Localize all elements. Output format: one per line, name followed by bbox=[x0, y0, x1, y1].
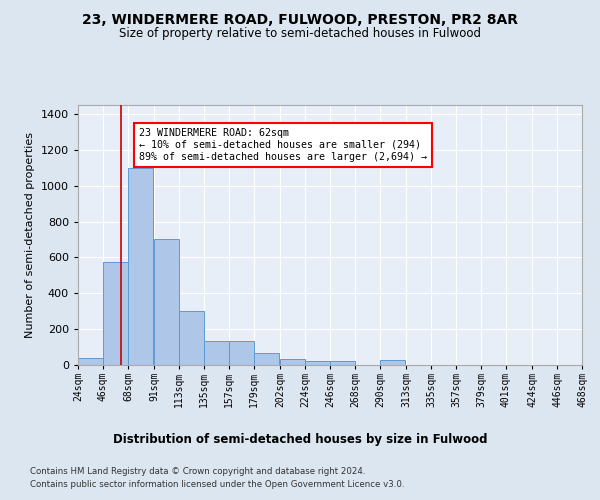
Bar bbox=[154, 240, 179, 365]
Text: Size of property relative to semi-detached houses in Fulwood: Size of property relative to semi-detach… bbox=[119, 28, 481, 40]
Bar bbox=[179, 311, 204, 365]
Text: Contains HM Land Registry data © Crown copyright and database right 2024.: Contains HM Land Registry data © Crown c… bbox=[30, 468, 365, 476]
Bar bbox=[204, 341, 229, 365]
Bar bbox=[380, 360, 405, 365]
Text: 23, WINDERMERE ROAD, FULWOOD, PRESTON, PR2 8AR: 23, WINDERMERE ROAD, FULWOOD, PRESTON, P… bbox=[82, 12, 518, 26]
Bar bbox=[103, 262, 128, 365]
Bar bbox=[305, 360, 330, 365]
Y-axis label: Number of semi-detached properties: Number of semi-detached properties bbox=[25, 132, 35, 338]
Text: Contains public sector information licensed under the Open Government Licence v3: Contains public sector information licen… bbox=[30, 480, 404, 489]
Text: 23 WINDERMERE ROAD: 62sqm
← 10% of semi-detached houses are smaller (294)
89% of: 23 WINDERMERE ROAD: 62sqm ← 10% of semi-… bbox=[139, 128, 427, 162]
Bar bbox=[254, 354, 279, 365]
Bar bbox=[330, 362, 355, 365]
Bar bbox=[229, 341, 254, 365]
Bar bbox=[280, 358, 305, 365]
Text: Distribution of semi-detached houses by size in Fulwood: Distribution of semi-detached houses by … bbox=[113, 432, 487, 446]
Bar bbox=[78, 358, 103, 365]
Bar bbox=[128, 168, 153, 365]
